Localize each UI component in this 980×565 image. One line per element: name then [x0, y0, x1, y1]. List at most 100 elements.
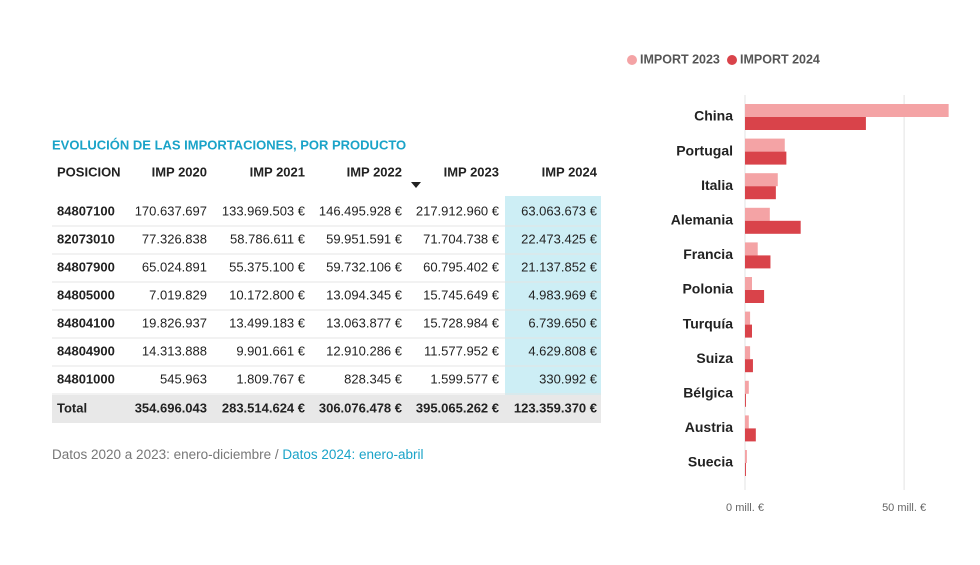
cell: 55.375.100 €	[229, 259, 306, 274]
cell: 13.063.877 €	[326, 315, 403, 330]
cell: 15.745.649 €	[423, 287, 500, 302]
total-cell: 306.076.478 €	[319, 400, 402, 415]
y-tick-label: Portugal	[676, 142, 733, 158]
bar	[745, 151, 787, 165]
bar	[745, 463, 746, 476]
bar	[745, 242, 758, 256]
bar	[745, 311, 751, 325]
cell: 4.629.808 €	[528, 343, 597, 358]
cell: 63.063.673 €	[521, 203, 598, 218]
column-header: IMP 2021	[250, 164, 305, 179]
bar	[745, 415, 749, 429]
bar	[745, 380, 749, 394]
cell: 77.326.838	[142, 231, 207, 246]
cell: 4.983.969 €	[528, 287, 597, 302]
bar	[745, 450, 747, 463]
total-cell: 123.359.370 €	[514, 400, 597, 415]
cell: 828.345 €	[344, 371, 403, 386]
bar	[745, 277, 752, 290]
y-tick-label: Suiza	[696, 350, 733, 366]
y-tick-label: Austria	[685, 419, 733, 435]
column-header: IMP 2023	[444, 164, 499, 179]
cell: 84807900	[57, 259, 115, 274]
bar	[745, 104, 949, 117]
legend-label: IMPORT 2023	[640, 52, 720, 66]
column-header: IMP 2022	[347, 164, 402, 179]
bar	[745, 428, 756, 442]
cell: 59.951.591 €	[326, 231, 403, 246]
note: Datos 2020 a 2023: enero-diciembre / Dat…	[52, 447, 423, 462]
cell: 217.912.960 €	[416, 203, 500, 218]
cell: 84804100	[57, 315, 115, 330]
cell: 1.809.767 €	[236, 371, 305, 386]
cell: 12.910.286 €	[326, 343, 403, 358]
bar	[745, 359, 753, 373]
cell: 60.795.402 €	[423, 259, 500, 274]
highlight-column	[505, 196, 601, 395]
cell: 84805000	[57, 287, 115, 302]
total-cell: 354.696.043	[135, 400, 207, 415]
legend-marker	[727, 55, 737, 65]
x-tick-label: 0 mill. €	[726, 502, 764, 514]
bar	[745, 207, 770, 221]
cell: 59.732.106 €	[326, 259, 403, 274]
total-cell: 283.514.624 €	[222, 400, 305, 415]
column-header: IMP 2020	[152, 164, 207, 179]
cell: 330.992 €	[539, 371, 598, 386]
bar	[745, 173, 778, 187]
cell: 21.137.852 €	[521, 259, 598, 274]
cell: 10.172.800 €	[229, 287, 306, 302]
y-tick-label: Suecia	[688, 454, 733, 470]
note-highlight: Datos 2024: enero-abril	[282, 447, 423, 462]
cell: 13.499.183 €	[229, 315, 306, 330]
table-title: EVOLUCIÓN DE LAS IMPORTACIONES, POR PROD…	[52, 137, 406, 152]
cell: 84804900	[57, 343, 115, 358]
sort-icon[interactable]	[411, 182, 421, 188]
column-header: IMP 2024	[542, 164, 598, 179]
cell: 84801000	[57, 371, 115, 386]
total-cell: 395.065.262 €	[416, 400, 499, 415]
y-tick-label: Polonia	[682, 281, 733, 297]
cell: 9.901.661 €	[236, 343, 305, 358]
bar	[745, 346, 751, 360]
cell: 1.599.577 €	[430, 371, 499, 386]
cell: 14.313.888	[142, 343, 207, 358]
y-tick-label: Bélgica	[683, 385, 733, 401]
note-main: Datos 2020 a 2023: enero-diciembre /	[52, 447, 282, 462]
y-tick-label: Turquía	[683, 315, 734, 331]
bar	[745, 138, 785, 152]
bar	[745, 290, 765, 303]
y-tick-label: Italia	[701, 177, 733, 193]
cell: 19.826.937	[142, 315, 207, 330]
cell: 6.739.650 €	[528, 315, 597, 330]
cell: 84807100	[57, 203, 115, 218]
bar	[745, 117, 866, 130]
cell: 7.019.829	[149, 287, 207, 302]
cell: 22.473.425 €	[521, 231, 598, 246]
y-tick-label: Alemania	[671, 212, 733, 228]
cell: 146.495.928 €	[319, 203, 403, 218]
total-row-bg	[52, 395, 601, 423]
cell: 58.786.611 €	[230, 231, 306, 246]
bar	[745, 186, 776, 200]
bar	[745, 220, 801, 234]
total-cell: Total	[57, 400, 87, 415]
legend-label: IMPORT 2024	[740, 52, 820, 66]
cell: 13.094.345 €	[326, 287, 403, 302]
x-tick-label: 50 mill. €	[882, 502, 926, 514]
cell: 133.969.503 €	[222, 203, 306, 218]
legend-marker	[627, 55, 637, 65]
cell: 71.704.738 €	[423, 231, 500, 246]
cell: 170.637.697	[135, 203, 207, 218]
y-tick-label: Francia	[683, 246, 733, 262]
column-header: POSICION	[57, 164, 121, 179]
cell: 11.577.952 €	[424, 343, 500, 358]
cell: 65.024.891	[142, 259, 207, 274]
bar	[745, 393, 746, 407]
y-tick-label: China	[694, 108, 733, 124]
cell: 82073010	[57, 231, 115, 246]
bar	[745, 324, 752, 338]
cell: 545.963	[160, 371, 207, 386]
